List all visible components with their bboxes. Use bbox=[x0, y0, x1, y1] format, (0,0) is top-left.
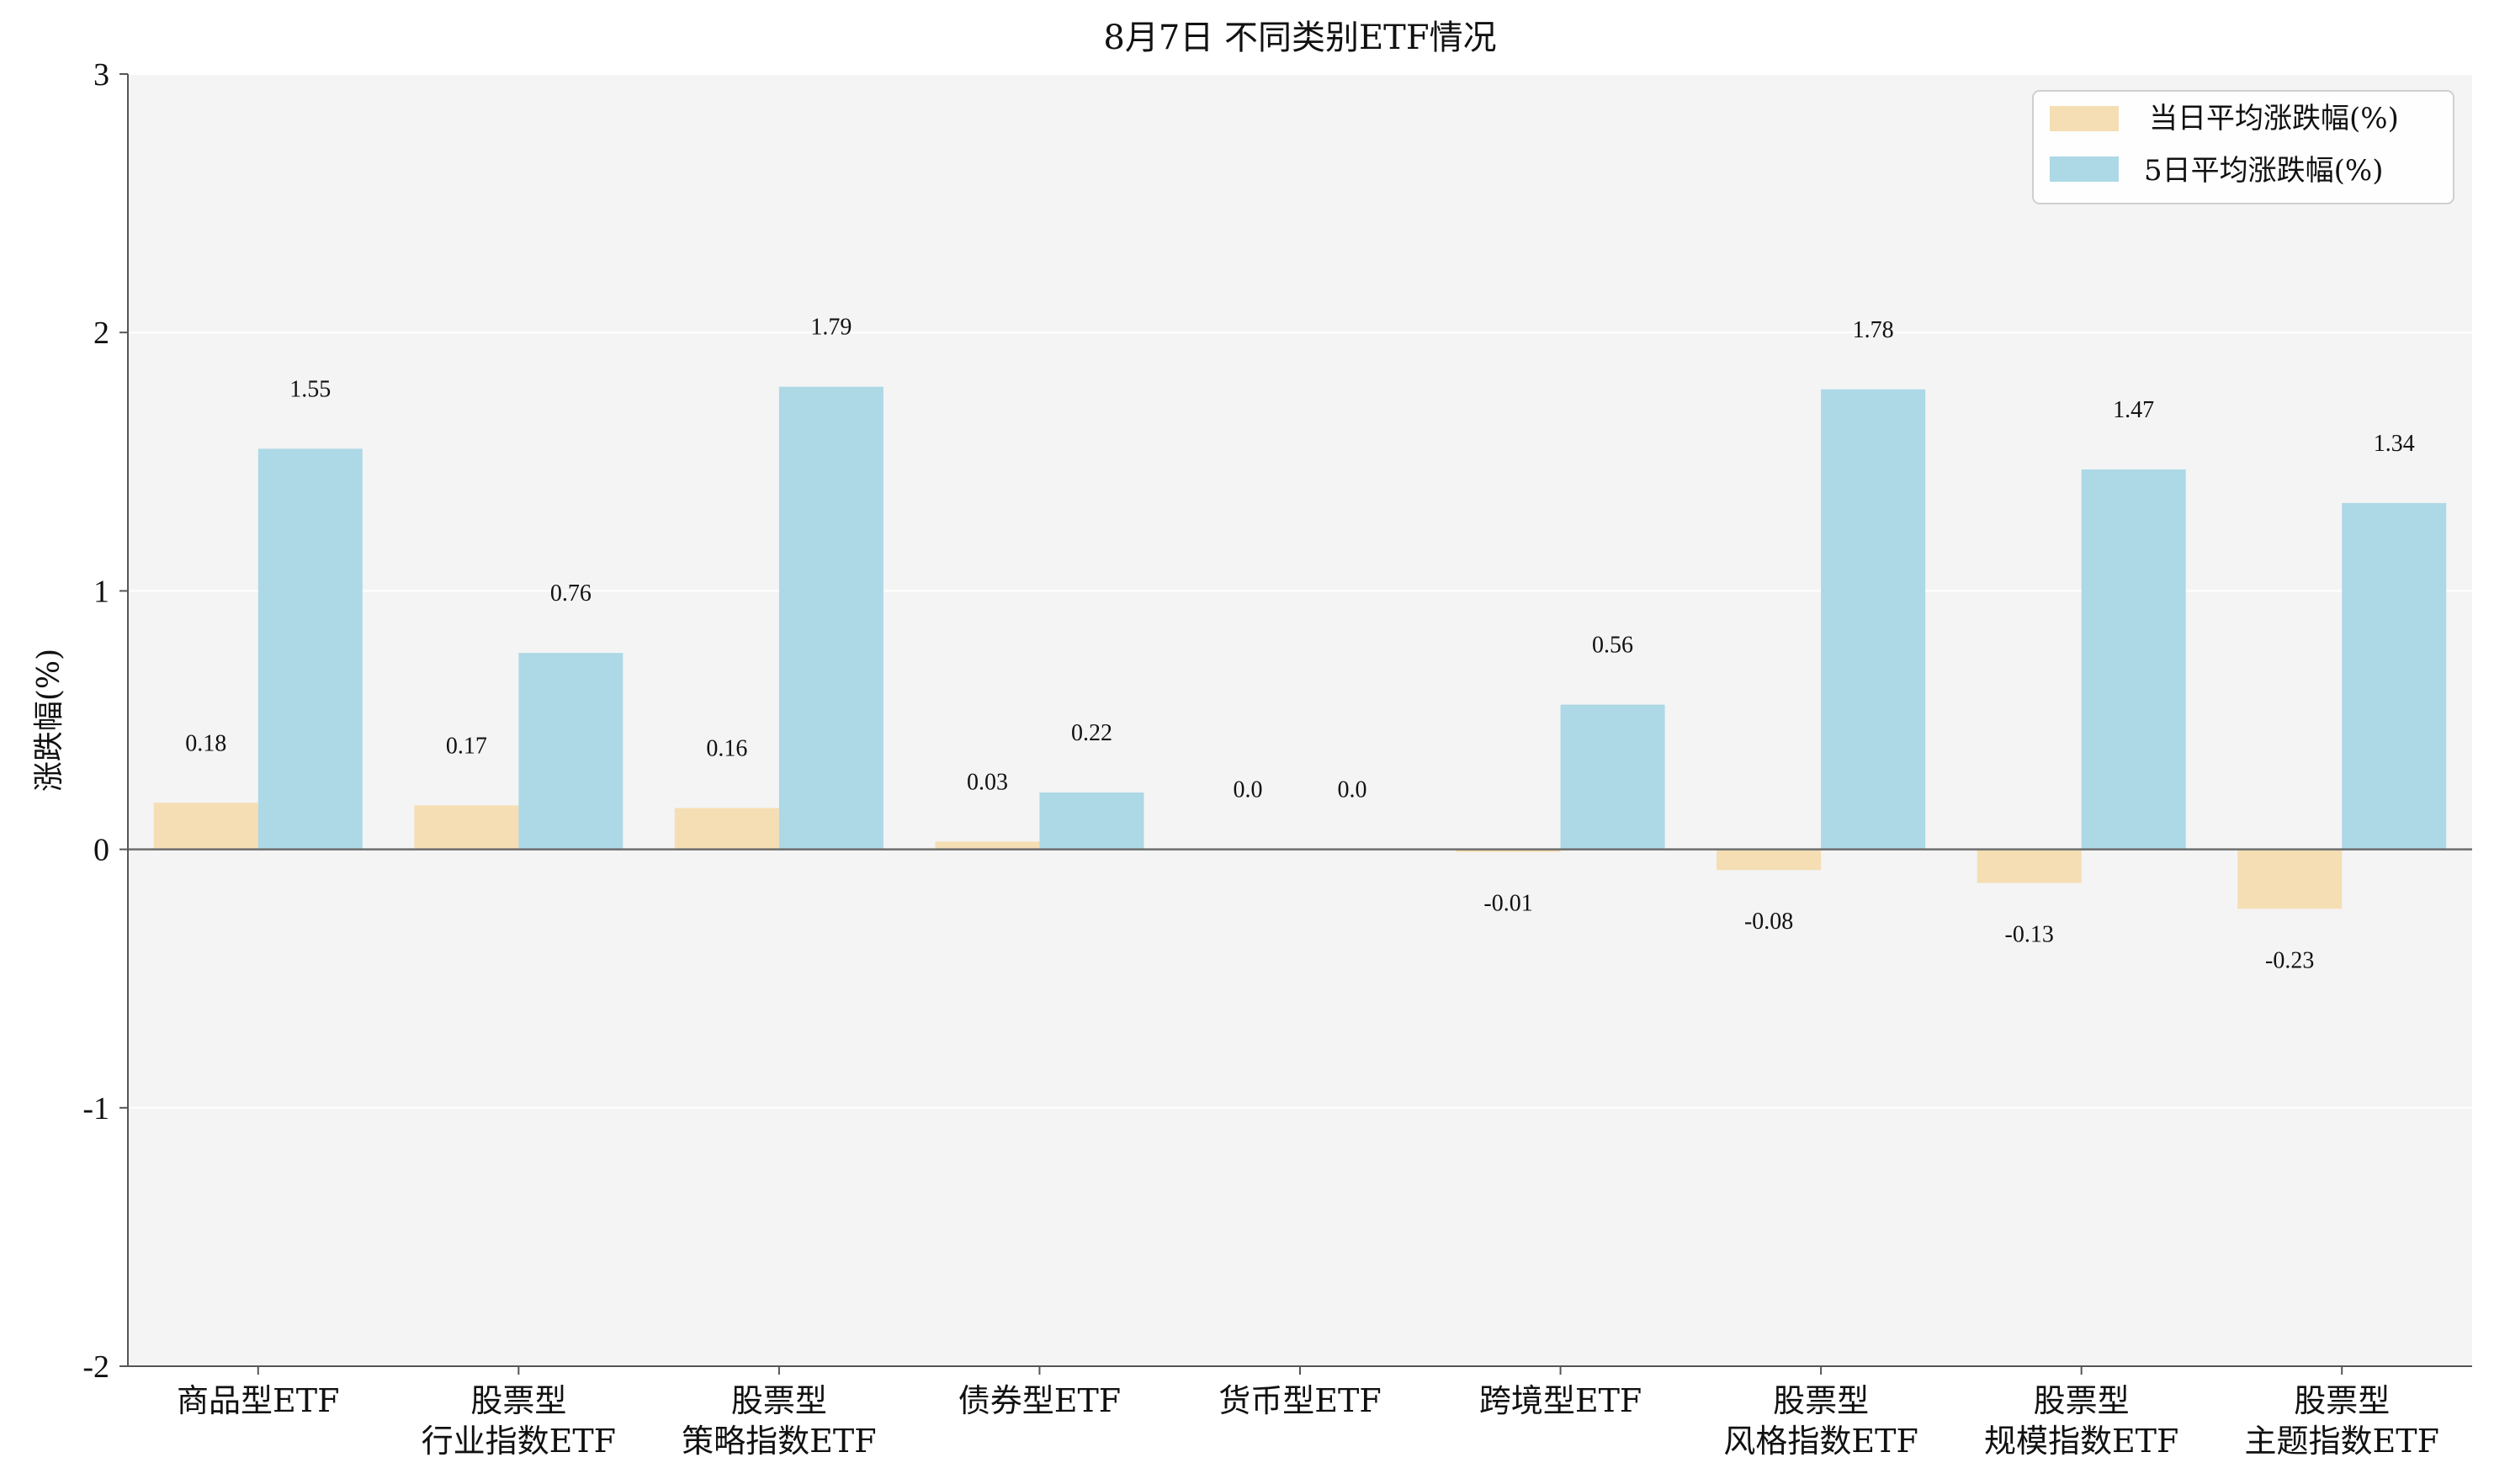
x-tick-label: 股票型行业指数ETF bbox=[422, 1382, 616, 1460]
bars bbox=[153, 386, 2447, 909]
data-label-5day: 1.79 bbox=[810, 315, 852, 341]
x-tick-label-line: 股票型 bbox=[731, 1382, 827, 1419]
bar-5day bbox=[2342, 502, 2447, 850]
bar-5day bbox=[778, 386, 884, 850]
x-tick-label-line: 债券型ETF bbox=[958, 1382, 1121, 1419]
legend-label-daily: 当日平均涨跌幅(%) bbox=[2149, 102, 2399, 135]
x-tick-label: 股票型主题指数ETF bbox=[2244, 1382, 2438, 1460]
y-tick-label: 1 bbox=[93, 574, 109, 609]
bar-5day bbox=[1560, 704, 1665, 850]
x-tick-label: 跨境型ETF bbox=[1479, 1382, 1642, 1419]
data-label-5day: 0.56 bbox=[1592, 633, 1633, 659]
x-tick-label: 股票型策略指数ETF bbox=[682, 1382, 876, 1460]
bar-5day bbox=[1039, 792, 1144, 850]
x-tick-label-line: 股票型 bbox=[1773, 1382, 1869, 1419]
y-tick-label: -1 bbox=[82, 1091, 109, 1126]
y-tick-label: 2 bbox=[93, 315, 109, 351]
data-label-daily: -0.23 bbox=[2265, 947, 2314, 973]
data-label-daily: 0.0 bbox=[1234, 777, 1263, 803]
x-tick-label-line: 股票型 bbox=[2034, 1382, 2130, 1419]
chart-title: 8月7日 不同类别ETF情况 bbox=[1103, 19, 1496, 57]
data-label-5day: 1.34 bbox=[2374, 431, 2415, 457]
x-tick-label-line: 股票型 bbox=[2294, 1382, 2390, 1419]
bar-daily bbox=[153, 803, 258, 850]
bar-daily bbox=[1456, 849, 1561, 852]
x-tick-label-line: 策略指数ETF bbox=[682, 1423, 876, 1460]
bar-5day bbox=[2081, 469, 2186, 850]
y-tick-label: -2 bbox=[82, 1349, 109, 1385]
bar-5day bbox=[257, 448, 363, 850]
data-label-5day: 0.76 bbox=[550, 580, 592, 607]
bar-daily bbox=[935, 841, 1040, 850]
x-tick-label-line: 商品型ETF bbox=[177, 1382, 339, 1419]
data-label-daily: -0.01 bbox=[1483, 891, 1532, 917]
bar-daily bbox=[674, 808, 779, 850]
data-label-daily: -0.13 bbox=[2005, 922, 2054, 948]
bar-daily bbox=[2237, 849, 2343, 909]
data-label-5day: 1.55 bbox=[289, 376, 331, 402]
data-label-5day: 0.0 bbox=[1338, 777, 1367, 803]
y-axis-label: 涨跌幅(%) bbox=[32, 649, 66, 792]
data-label-daily: -0.08 bbox=[1744, 909, 1793, 935]
legend-swatch-5day bbox=[2050, 156, 2119, 182]
x-tick-label-line: 跨境型ETF bbox=[1479, 1382, 1642, 1419]
bar-daily bbox=[1977, 849, 2082, 883]
bar-5day bbox=[1821, 389, 1926, 850]
data-label-daily: 0.03 bbox=[967, 769, 1008, 795]
x-tick-label: 商品型ETF bbox=[177, 1382, 339, 1419]
data-label-5day: 0.22 bbox=[1071, 720, 1112, 746]
bar-daily bbox=[1717, 849, 1822, 871]
data-label-5day: 1.78 bbox=[1853, 317, 1894, 343]
y-tick-label: 0 bbox=[93, 833, 109, 868]
x-tick-label: 债券型ETF bbox=[958, 1382, 1121, 1419]
x-tick-label-line: 风格指数ETF bbox=[1723, 1423, 1918, 1460]
x-tick-label: 货币型ETF bbox=[1218, 1382, 1381, 1419]
x-tick-label-line: 股票型 bbox=[470, 1382, 566, 1419]
data-label-daily: 0.18 bbox=[185, 730, 226, 756]
y-tick-labels: 3 2 1 0 -1 -2 bbox=[82, 57, 109, 1385]
data-label-5day: 1.47 bbox=[2113, 397, 2154, 423]
x-tick-label-line: 规模指数ETF bbox=[1984, 1423, 2178, 1460]
bar-daily bbox=[414, 805, 519, 850]
x-tick-label-line: 主题指数ETF bbox=[2244, 1423, 2438, 1460]
data-label-daily: 0.17 bbox=[446, 733, 487, 759]
x-tick-label: 股票型规模指数ETF bbox=[1984, 1382, 2178, 1460]
axes bbox=[119, 73, 2472, 1375]
legend-swatch-daily bbox=[2050, 106, 2119, 131]
bar-5day bbox=[518, 653, 624, 850]
data-label-daily: 0.16 bbox=[706, 735, 747, 761]
legend-frame bbox=[2032, 90, 2454, 204]
y-tick-label: 3 bbox=[93, 57, 109, 93]
x-tick-label-line: 行业指数ETF bbox=[422, 1423, 616, 1460]
x-tick-label-line: 货币型ETF bbox=[1218, 1382, 1381, 1419]
legend-label-5day: 5日平均涨跌幅(%) bbox=[2144, 154, 2383, 188]
x-tick-label: 股票型风格指数ETF bbox=[1723, 1382, 1918, 1460]
data-labels: 0.18 0.17 0.16 0.03 0.0 -0.01 -0.08 -0.13 -0.23 1… bbox=[185, 315, 2414, 974]
legend: 当日平均涨跌幅(%) 5日平均涨跌幅(%) bbox=[2032, 90, 2454, 204]
